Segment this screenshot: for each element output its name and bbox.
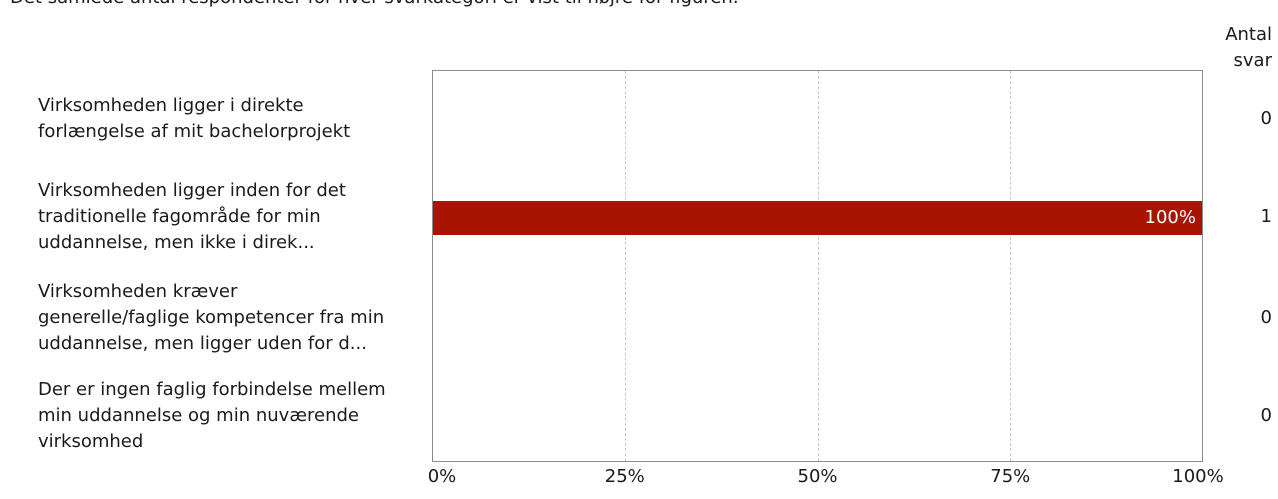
gridline-50 (818, 71, 819, 461)
bar-value-label: 100% (1144, 207, 1196, 228)
x-tick-label: 50% (797, 466, 838, 487)
category-label-line: uddannelse, men ligger uden for d... (38, 333, 367, 354)
intro-text: Det samlede antal respondenter for hver … (10, 0, 739, 8)
count-value: 0 (1260, 108, 1272, 129)
category-label-line: traditionelle fagområde for min (38, 206, 321, 227)
category-label-line: forlængelse af mit bachelorprojekt (38, 121, 351, 142)
x-tick-label: 75% (990, 466, 1031, 487)
category-label-line: generelle/faglige kompetencer fra min (38, 307, 385, 328)
gridline-25 (625, 71, 626, 461)
count-value: 0 (1260, 405, 1272, 426)
category-label-line: Virksomheden ligger i direkte (38, 95, 304, 116)
category-label-line: Der er ingen faglig forbindelse mellem (38, 379, 386, 400)
x-tick-label: 0% (427, 466, 457, 487)
category-label: Virksomheden kræver generelle/faglige kom… (38, 279, 428, 357)
category-label-line: uddannelse, men ikke i direk... (38, 232, 315, 253)
category-label: Virksomheden ligger i direkte forlængelse… (38, 93, 428, 145)
count-column-header: Antal svar (1225, 22, 1272, 74)
count-header-line-2: svar (1233, 50, 1272, 71)
category-label-line: Virksomheden ligger inden for det (38, 180, 346, 201)
x-tick-label: 25% (604, 466, 645, 487)
count-header-line-1: Antal (1225, 24, 1272, 45)
count-value: 1 (1260, 206, 1272, 227)
gridline-75 (1010, 71, 1011, 461)
x-tick-label: 100% (1172, 466, 1224, 487)
category-label-line: virksomhed (38, 431, 144, 452)
plot-area: 100% (432, 70, 1203, 462)
count-value: 0 (1260, 307, 1272, 328)
category-label-line: Virksomheden kræver (38, 281, 238, 302)
category-label-line: min uddannelse og min nuværende (38, 405, 359, 426)
category-label: Der er ingen faglig forbindelse mellem mi… (38, 377, 428, 455)
category-label: Virksomheden ligger inden for det traditi… (38, 178, 428, 256)
bar (433, 201, 1202, 235)
